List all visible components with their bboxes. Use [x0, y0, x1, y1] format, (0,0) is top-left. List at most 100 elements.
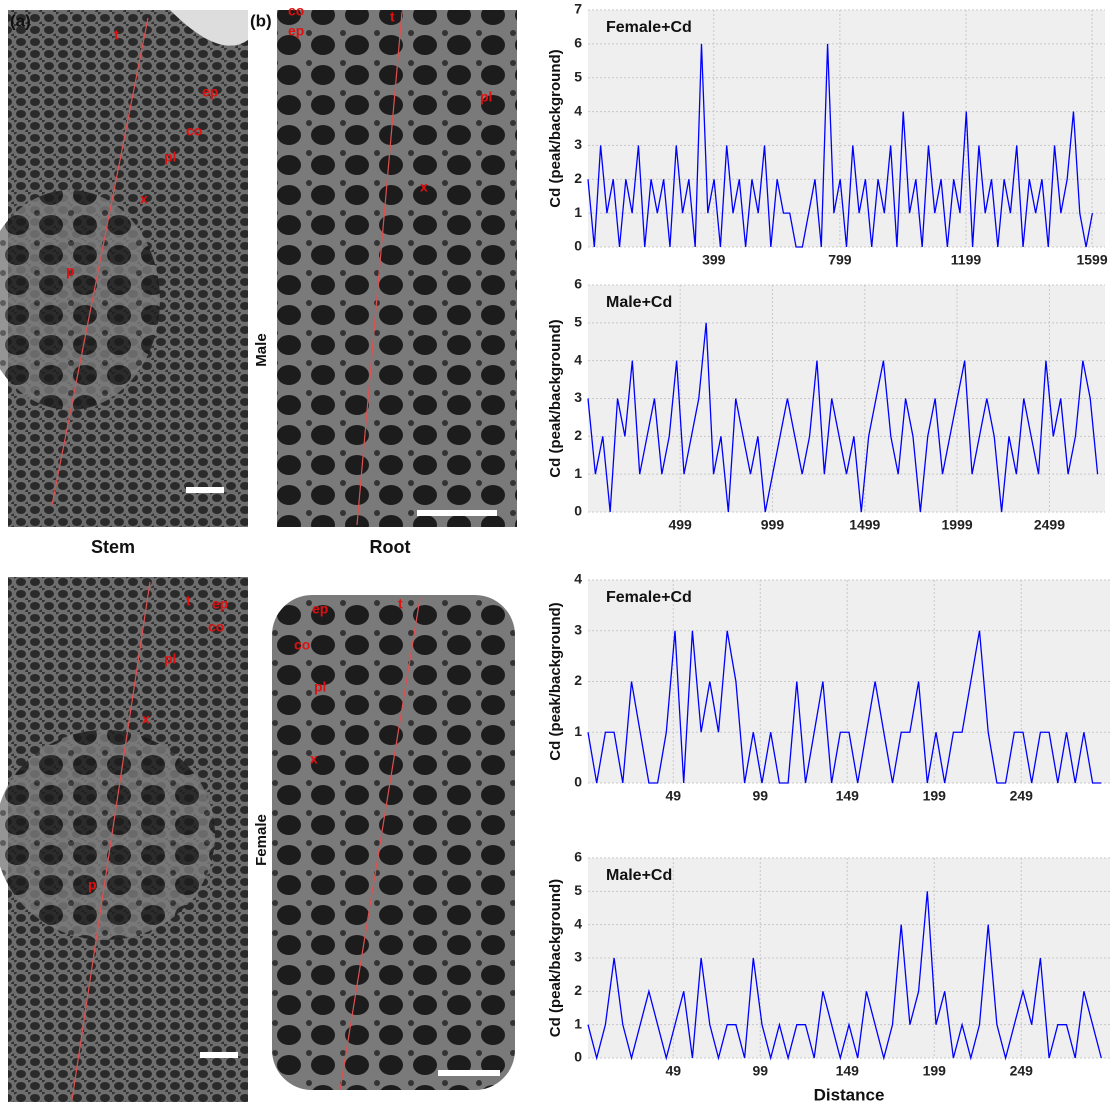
y-tick-label: 0 — [574, 1049, 582, 1065]
y-tick-label: 2 — [574, 982, 582, 998]
scale-bar — [200, 1052, 238, 1058]
image-annotation: p — [66, 263, 75, 279]
y-tick-label: 6 — [574, 35, 582, 51]
image-annotation: ep — [288, 23, 304, 39]
x-tick-label: 99 — [752, 788, 768, 804]
image-annotation: pl — [164, 651, 176, 667]
micrographs — [0, 10, 517, 1102]
image-annotation: t — [114, 27, 119, 43]
pith — [0, 190, 160, 410]
scale-bar — [186, 487, 224, 493]
y-tick-label: 4 — [574, 571, 582, 587]
column-label: Root — [370, 537, 411, 557]
y-tick-label: 4 — [574, 351, 582, 367]
y-tick-label: 5 — [574, 314, 582, 330]
y-tick-label: 1 — [574, 204, 582, 220]
x-tick-label: 2499 — [1034, 517, 1065, 533]
x-tick-label: 1199 — [951, 252, 982, 268]
y-axis-label: Cd (peak/background) — [547, 49, 564, 207]
y-tick-label: 0 — [574, 503, 582, 519]
data-line — [587, 43, 1094, 248]
row-label: Male — [253, 333, 270, 366]
pith — [0, 730, 215, 940]
image-annotation: x — [310, 751, 318, 767]
image-annotation: pl — [314, 679, 326, 695]
y-tick-label: 2 — [574, 427, 582, 443]
data-line — [587, 322, 1099, 513]
y-axis-label: Cd (peak/background) — [547, 319, 564, 477]
image-annotation: co — [186, 123, 202, 139]
image-annotation: ep — [212, 596, 228, 612]
y-tick-label: 2 — [574, 672, 582, 688]
x-tick-label: 249 — [1010, 788, 1034, 804]
x-tick-label: 999 — [761, 517, 785, 533]
x-tick-label: 799 — [828, 252, 852, 268]
chart-title: Female+Cd — [606, 589, 692, 606]
x-tick-label: 399 — [702, 252, 726, 268]
y-tick-label: 2 — [574, 170, 582, 186]
image-annotation: co — [288, 3, 304, 19]
image-annotation: t — [398, 596, 403, 612]
y-tick-label: 5 — [574, 882, 582, 898]
x-tick-label: 199 — [923, 1063, 947, 1079]
image-annotation: ep — [202, 84, 218, 100]
y-tick-label: 1 — [574, 1015, 582, 1031]
image-annotation: co — [208, 619, 224, 635]
image-annotation: ep — [312, 601, 328, 617]
y-tick-label: 3 — [574, 621, 582, 637]
chart-title: Male+Cd — [606, 294, 672, 311]
x-tick-label: 199 — [923, 788, 947, 804]
scale-bar — [417, 510, 497, 516]
x-axis-label: Distance — [814, 1085, 885, 1104]
panel-label: (b) — [250, 11, 272, 30]
y-tick-label: 0 — [574, 238, 582, 254]
x-tick-label: 249 — [1010, 1063, 1034, 1079]
chart-title: Female+Cd — [606, 19, 692, 36]
scale-bar — [438, 1070, 500, 1076]
x-tick-label: 149 — [836, 1063, 860, 1079]
panel-label: (a) — [10, 11, 31, 30]
y-tick-label: 4 — [574, 915, 582, 931]
y-axis-label: Cd (peak/background) — [547, 602, 564, 760]
root-male-image — [277, 10, 517, 527]
y-tick-label: 4 — [574, 102, 582, 118]
chart-title: Male+Cd — [606, 867, 672, 884]
row-label: Female — [253, 814, 270, 866]
data-line — [587, 630, 1102, 784]
x-tick-label: 1499 — [849, 517, 880, 533]
image-annotation: p — [88, 877, 97, 893]
x-tick-label: 99 — [752, 1063, 768, 1079]
y-tick-label: 7 — [574, 1, 582, 17]
scan-line — [339, 597, 421, 1091]
x-tick-label: 1999 — [942, 517, 973, 533]
y-tick-label: 1 — [574, 465, 582, 481]
y-tick-label: 0 — [574, 774, 582, 790]
image-annotation: pl — [164, 149, 176, 165]
root-female-image — [272, 595, 515, 1090]
scan-line — [71, 581, 151, 1101]
x-tick-label: 49 — [665, 788, 681, 804]
image-annotation: x — [420, 179, 428, 195]
y-tick-label: 1 — [574, 723, 582, 739]
image-annotation: co — [294, 637, 310, 653]
plot-area — [588, 10, 1105, 247]
y-tick-label: 6 — [574, 276, 582, 292]
image-annotation: t — [186, 593, 191, 609]
y-tick-label: 3 — [574, 389, 582, 405]
data-line — [587, 891, 1102, 1061]
y-axis-label: Cd (peak/background) — [547, 879, 564, 1037]
image-annotation: x — [140, 191, 148, 207]
y-tick-label: 3 — [574, 949, 582, 965]
background — [170, 10, 248, 46]
y-tick-label: 3 — [574, 136, 582, 152]
y-tick-label: 6 — [574, 849, 582, 865]
y-tick-label: 5 — [574, 68, 582, 84]
x-tick-label: 149 — [836, 788, 860, 804]
image-annotation: pl — [480, 89, 492, 105]
image-annotation: t — [390, 9, 395, 25]
image-annotation: x — [142, 711, 150, 727]
scan-line — [51, 17, 149, 506]
x-tick-label: 1599 — [1076, 252, 1107, 268]
